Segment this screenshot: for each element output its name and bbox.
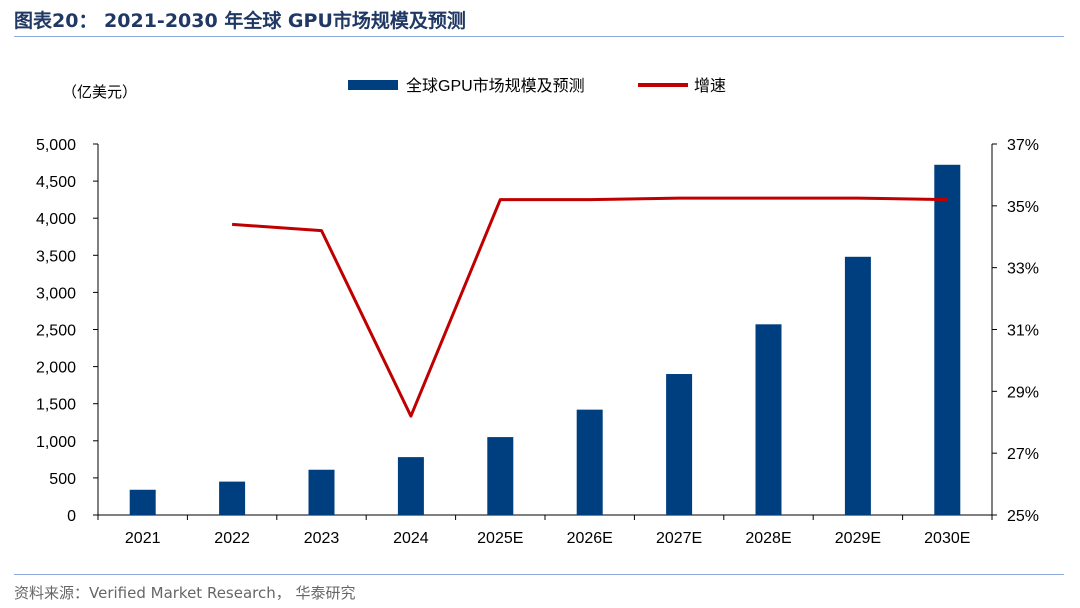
bar: [219, 481, 246, 515]
left-tick-label: 3,500: [36, 248, 76, 265]
right-tick-label: 31%: [1007, 323, 1039, 340]
bar: [755, 324, 782, 515]
legend-line-label: 增速: [694, 77, 726, 95]
left-axis: 0 500 1,000 1,500 2,000 2,500 3,000 3,500 4,000 4…: [36, 137, 99, 525]
bar: [666, 374, 693, 515]
x-tick-label: 2025E: [477, 530, 523, 547]
footer-rule: [14, 574, 1064, 575]
x-tick-label: 2029E: [835, 530, 881, 547]
left-tick-label: 1,000: [36, 434, 76, 451]
title-rule: [14, 36, 1064, 37]
left-tick-label: 3,000: [36, 285, 76, 302]
left-tick-label: 1,500: [36, 397, 76, 414]
unit-label: （亿美元）: [62, 84, 137, 101]
source-note: 资料来源：Verified Market Research， 华泰研究: [14, 584, 356, 602]
bar: [934, 164, 961, 515]
left-tick-label: 0: [67, 508, 76, 525]
right-tick-label: 25%: [1007, 508, 1039, 525]
bar: [397, 457, 424, 515]
right-tick-label: 37%: [1007, 137, 1039, 154]
x-tick-label: 2023: [304, 530, 340, 547]
legend-bar-swatch: [348, 80, 398, 90]
right-tick-label: 29%: [1007, 384, 1039, 401]
x-tick-label: 2030E: [924, 530, 970, 547]
bar: [487, 437, 514, 515]
left-tick-label: 5,000: [36, 137, 76, 154]
right-tick-label: 27%: [1007, 446, 1039, 463]
x-tick-label: 2024: [393, 530, 429, 547]
x-tick-label: 2021: [125, 530, 161, 547]
left-tick-label: 4,500: [36, 174, 76, 191]
bar: [129, 489, 156, 515]
legend: 全球GPU市场规模及预测 增速: [348, 77, 726, 95]
bar: [308, 469, 335, 515]
left-tick-label: 2,000: [36, 360, 76, 377]
left-tick-label: 2,500: [36, 323, 76, 340]
left-tick-label: 500: [49, 471, 76, 488]
x-tick-label: 2022: [214, 530, 250, 547]
line-series: [231, 196, 948, 418]
bar: [844, 256, 871, 515]
right-axis: 25% 27% 29% 31% 33% 35% 37%: [991, 137, 1039, 525]
legend-bar-label: 全球GPU市场规模及预测: [406, 77, 585, 95]
right-tick-label: 33%: [1007, 261, 1039, 278]
bar: [576, 409, 603, 515]
growth-line: [231, 196, 948, 418]
right-tick-label: 35%: [1007, 199, 1039, 216]
x-tick-label: 2028E: [745, 530, 791, 547]
x-tick-label: 2026E: [567, 530, 613, 547]
bar-series: [129, 164, 961, 515]
x-axis: 2021 2022 2023 2024 2025E 2026E 2027E 2028E 2029…: [97, 514, 993, 547]
figure-title: 图表20： 2021-2030 年全球 GPU市场规模及预测: [14, 10, 466, 32]
left-tick-label: 4,000: [36, 211, 76, 228]
x-tick-label: 2027E: [656, 530, 702, 547]
